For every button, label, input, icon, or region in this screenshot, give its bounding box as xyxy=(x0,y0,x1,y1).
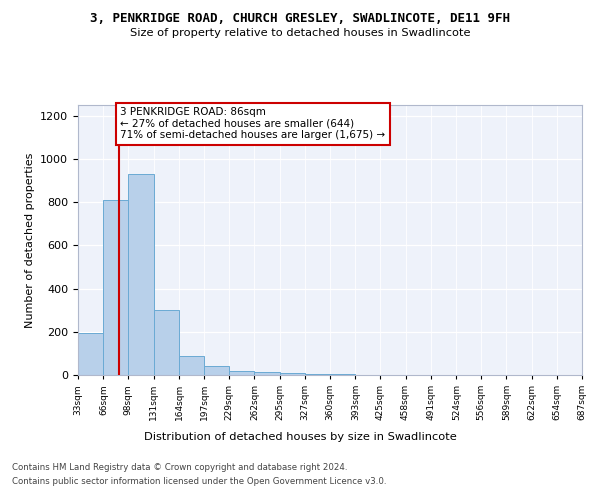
Bar xyxy=(280,373,305,375)
Bar xyxy=(254,372,280,375)
Bar xyxy=(78,333,103,375)
Bar xyxy=(305,374,330,375)
Bar xyxy=(154,310,179,375)
Text: Contains public sector information licensed under the Open Government Licence v3: Contains public sector information licen… xyxy=(12,478,386,486)
Text: 3 PENKRIDGE ROAD: 86sqm
← 27% of detached houses are smaller (644)
71% of semi-d: 3 PENKRIDGE ROAD: 86sqm ← 27% of detache… xyxy=(121,107,386,140)
Text: 3, PENKRIDGE ROAD, CHURCH GRESLEY, SWADLINCOTE, DE11 9FH: 3, PENKRIDGE ROAD, CHURCH GRESLEY, SWADL… xyxy=(90,12,510,26)
Bar xyxy=(330,374,355,375)
Y-axis label: Number of detached properties: Number of detached properties xyxy=(25,152,35,328)
Bar xyxy=(128,174,154,375)
Bar xyxy=(205,366,229,375)
Text: Size of property relative to detached houses in Swadlincote: Size of property relative to detached ho… xyxy=(130,28,470,38)
Text: Contains HM Land Registry data © Crown copyright and database right 2024.: Contains HM Land Registry data © Crown c… xyxy=(12,462,347,471)
Bar xyxy=(103,200,128,375)
Bar xyxy=(229,370,254,375)
Bar xyxy=(179,356,205,375)
Text: Distribution of detached houses by size in Swadlincote: Distribution of detached houses by size … xyxy=(143,432,457,442)
